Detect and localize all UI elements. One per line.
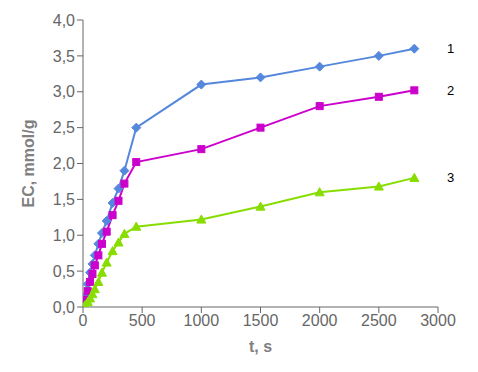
svg-text:1000: 1000 bbox=[184, 312, 220, 329]
svg-text:0,5: 0,5 bbox=[53, 263, 75, 280]
svg-text:3: 3 bbox=[447, 170, 454, 185]
svg-text:2000: 2000 bbox=[302, 312, 338, 329]
svg-text:0: 0 bbox=[79, 312, 88, 329]
svg-text:t, s: t, s bbox=[249, 338, 272, 355]
svg-text:2500: 2500 bbox=[361, 312, 397, 329]
svg-text:2,5: 2,5 bbox=[53, 119, 75, 136]
svg-text:1: 1 bbox=[447, 41, 454, 56]
svg-text:1,0: 1,0 bbox=[53, 227, 75, 244]
svg-text:EC, mmol/g: EC, mmol/g bbox=[20, 119, 37, 207]
svg-text:3,5: 3,5 bbox=[53, 48, 75, 65]
svg-text:4,0: 4,0 bbox=[53, 12, 75, 29]
svg-text:1,5: 1,5 bbox=[53, 191, 75, 208]
svg-text:3000: 3000 bbox=[420, 312, 456, 329]
svg-text:3,0: 3,0 bbox=[53, 83, 75, 100]
svg-text:0,0: 0,0 bbox=[53, 299, 75, 316]
svg-text:2: 2 bbox=[447, 83, 454, 98]
svg-text:2,0: 2,0 bbox=[53, 155, 75, 172]
svg-text:1500: 1500 bbox=[243, 312, 279, 329]
svg-text:500: 500 bbox=[129, 312, 156, 329]
